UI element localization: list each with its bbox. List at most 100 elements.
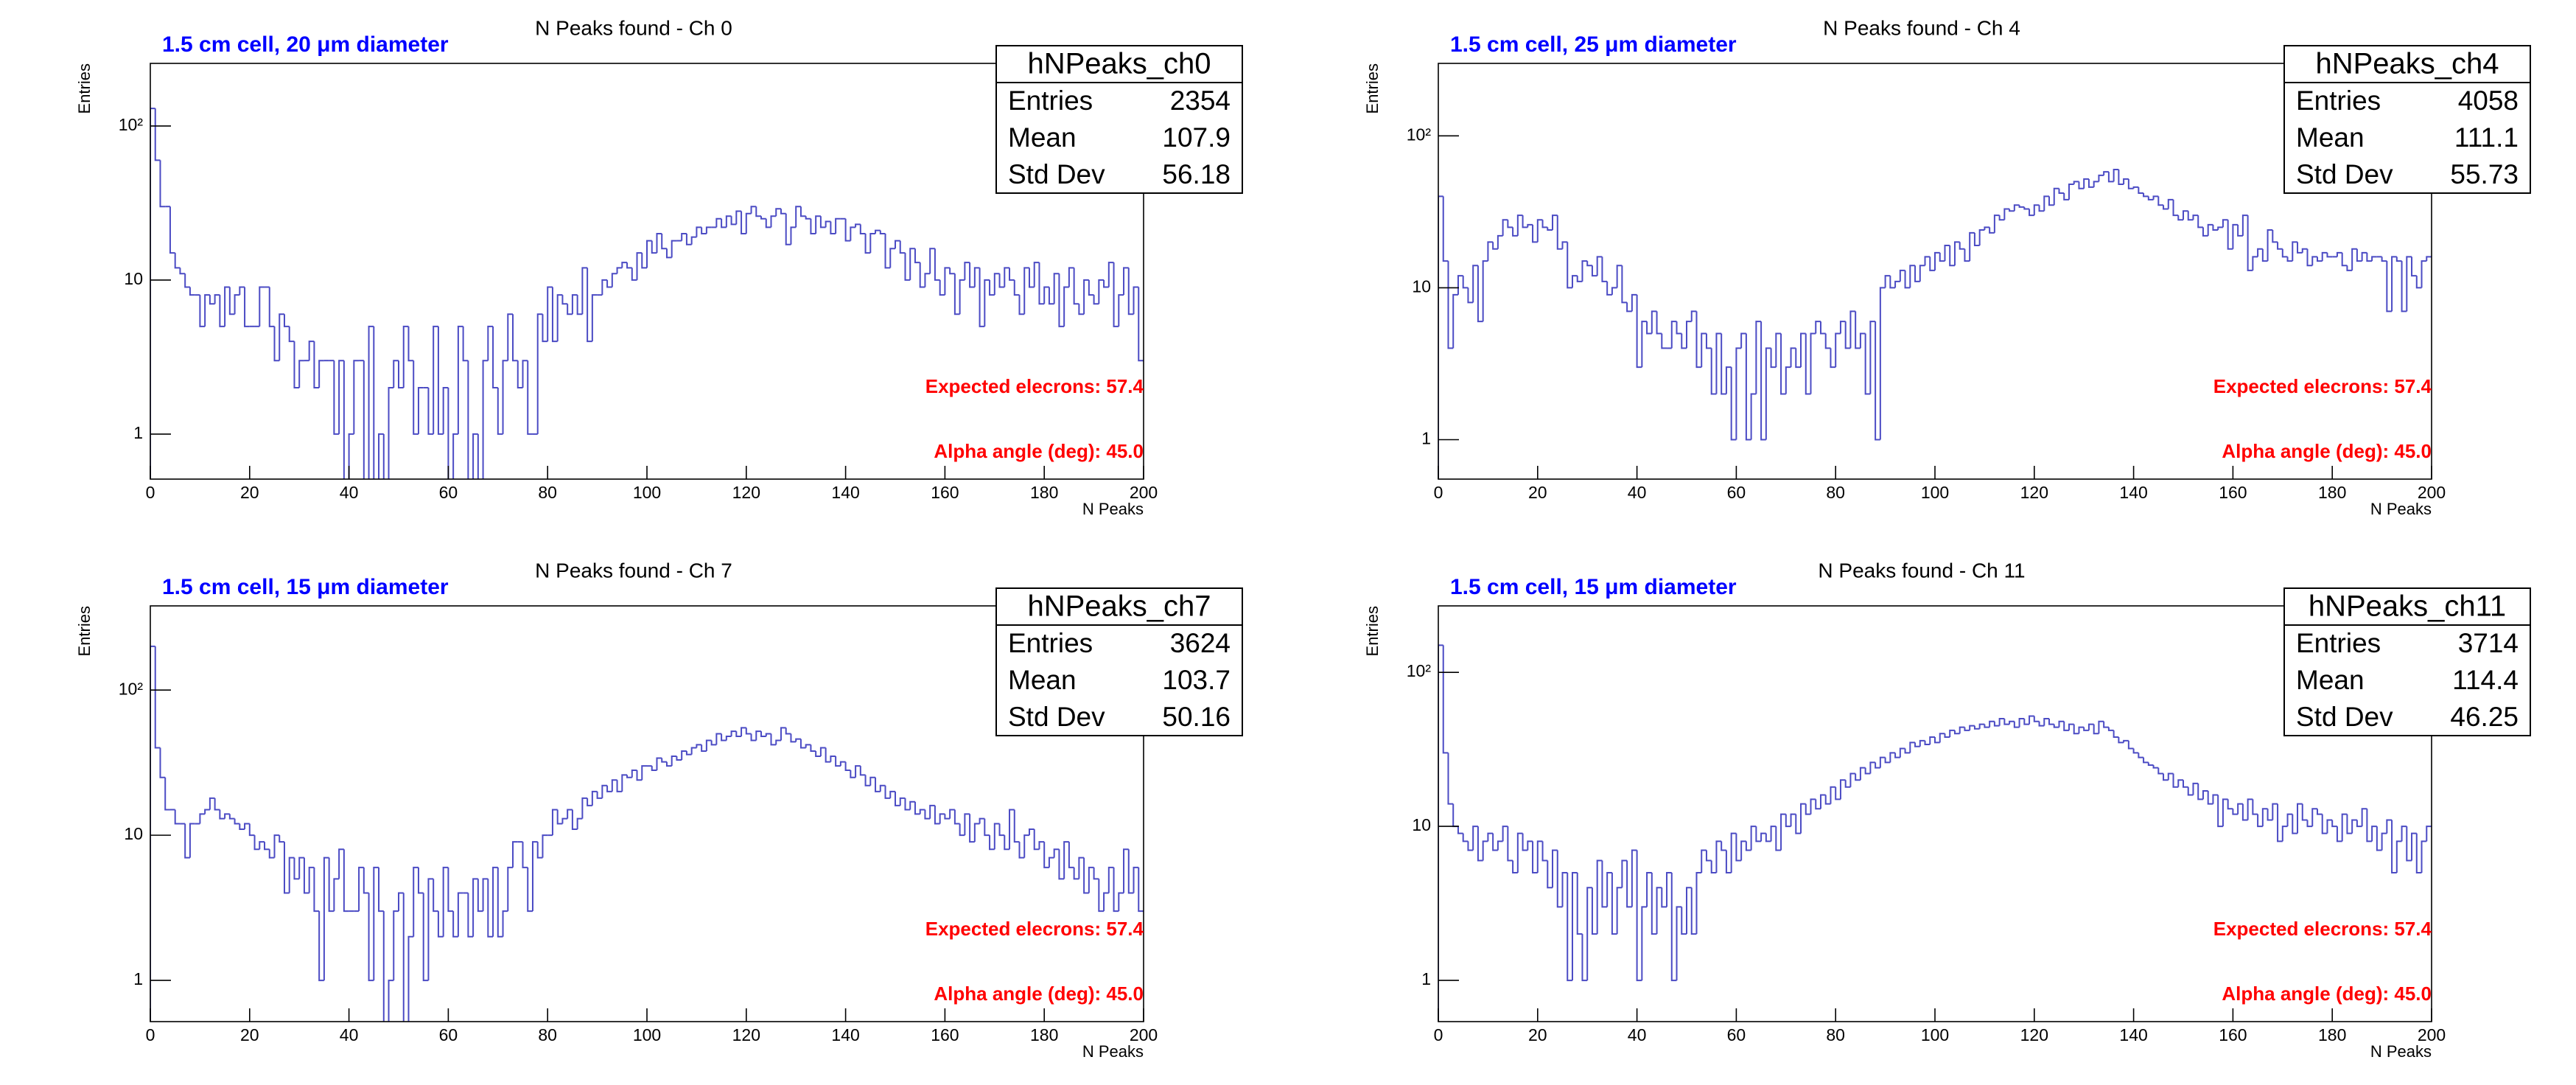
histogram-bin bbox=[929, 248, 935, 274]
histogram-bin bbox=[681, 750, 687, 761]
histogram-bin bbox=[1023, 834, 1029, 858]
x-tick-label: 200 bbox=[1130, 483, 1158, 502]
histogram-bin bbox=[1023, 267, 1029, 315]
histogram-bin bbox=[1740, 332, 1746, 349]
x-tick-label: 20 bbox=[240, 483, 259, 502]
histogram-bin bbox=[2326, 252, 2333, 258]
histogram-bin bbox=[859, 224, 866, 235]
histogram-bin bbox=[1009, 268, 1015, 281]
histogram-bin bbox=[1641, 906, 1648, 981]
histogram-bin bbox=[2361, 808, 2367, 827]
histogram-bin bbox=[2267, 809, 2273, 821]
histogram-bin bbox=[174, 809, 181, 825]
x-tick-label: 40 bbox=[1628, 1025, 1647, 1044]
histogram-bin bbox=[1088, 279, 1094, 296]
histogram-bin bbox=[2297, 242, 2303, 254]
histogram-bin bbox=[661, 234, 667, 250]
annotation: Expected elecrons: 57.4 bbox=[925, 375, 1144, 397]
histogram-bin bbox=[2068, 184, 2074, 200]
stats-value: 3714 bbox=[2458, 628, 2519, 658]
histogram-bin bbox=[407, 935, 414, 1022]
histogram-bin bbox=[875, 229, 881, 234]
stats-value: 55.73 bbox=[2450, 159, 2519, 189]
histogram-bin bbox=[1507, 220, 1513, 228]
histogram-bin bbox=[819, 747, 826, 756]
histogram-bin bbox=[998, 823, 1005, 837]
histogram-bin bbox=[621, 262, 628, 268]
x-tick-label: 180 bbox=[2318, 483, 2346, 502]
histogram-bin bbox=[2183, 780, 2188, 788]
y-tick-label: 1 bbox=[1421, 429, 1431, 448]
histogram-bin bbox=[179, 268, 186, 275]
histogram-bin bbox=[685, 234, 692, 245]
histogram-bin bbox=[606, 785, 612, 792]
histogram-bin bbox=[805, 744, 811, 748]
histogram-bin bbox=[283, 842, 290, 894]
histogram-bin bbox=[2157, 196, 2164, 206]
histogram-bin bbox=[2043, 195, 2050, 212]
histogram-bin bbox=[1790, 347, 1796, 368]
histogram-bin bbox=[492, 866, 498, 937]
histogram-bin bbox=[1686, 887, 1692, 935]
histogram-bin bbox=[1730, 367, 1737, 441]
histogram bbox=[1438, 169, 2432, 479]
histogram-bin bbox=[1875, 321, 1880, 441]
histogram-bin bbox=[1745, 333, 1751, 441]
histogram-bin bbox=[1107, 866, 1114, 893]
stats-value: 114.4 bbox=[2452, 665, 2519, 695]
histogram-bin bbox=[1107, 262, 1114, 287]
histogram-bin bbox=[2212, 224, 2219, 231]
histogram-bin bbox=[2267, 229, 2273, 262]
histogram-bin bbox=[2023, 719, 2030, 725]
histogram-bin bbox=[2237, 224, 2243, 237]
histogram-bin bbox=[879, 230, 886, 235]
y-tick-label: 10² bbox=[1407, 661, 1432, 680]
histogram-bin bbox=[2341, 813, 2348, 842]
histogram-bin bbox=[382, 911, 385, 1022]
histogram-bin bbox=[2247, 215, 2253, 271]
histogram-bin bbox=[875, 777, 881, 792]
histogram-bin bbox=[2138, 753, 2144, 758]
histogram-bin bbox=[2197, 783, 2203, 800]
stats-label: Mean bbox=[2296, 122, 2365, 153]
histogram-bin bbox=[1830, 348, 1836, 369]
histogram-bin bbox=[373, 326, 375, 479]
histogram-bin bbox=[1127, 268, 1134, 315]
histogram-bin bbox=[1512, 860, 1518, 874]
histogram-bin bbox=[690, 747, 697, 755]
histogram-bin bbox=[447, 387, 449, 479]
histogram-bin bbox=[298, 360, 304, 388]
histogram-bin bbox=[1033, 828, 1040, 851]
histogram-bin bbox=[1561, 872, 1568, 907]
histogram-bin bbox=[2281, 248, 2288, 258]
histogram-bin bbox=[1681, 907, 1687, 935]
histogram-bin bbox=[184, 273, 190, 288]
histogram-bin bbox=[1939, 733, 1945, 743]
histogram-bin bbox=[442, 866, 449, 937]
histogram-bin bbox=[1043, 842, 1049, 868]
histogram-bin bbox=[293, 857, 300, 880]
histogram-bin bbox=[542, 834, 548, 858]
stats-label: Std Dev bbox=[1008, 702, 1105, 732]
x-tick-label: 140 bbox=[831, 1025, 859, 1044]
stats-label: Std Dev bbox=[2296, 702, 2393, 732]
histogram-bin bbox=[1492, 242, 1498, 250]
histogram-bin bbox=[1835, 332, 1841, 368]
histogram-bin bbox=[1740, 840, 1746, 861]
histogram-bin bbox=[283, 314, 290, 327]
histogram-bin bbox=[919, 262, 925, 288]
histogram-bin bbox=[1043, 286, 1049, 304]
histogram-bin bbox=[2341, 252, 2348, 267]
histogram-bin bbox=[2003, 208, 2010, 220]
histogram-bin bbox=[1073, 268, 1079, 305]
histogram-bin bbox=[1666, 872, 1672, 907]
annotation: Expected elecrons: 57.4 bbox=[2213, 918, 2432, 940]
y-tick-label: 1 bbox=[133, 423, 143, 442]
histogram-bin bbox=[482, 878, 489, 912]
histogram-bin bbox=[2241, 803, 2248, 821]
histogram-bin bbox=[760, 216, 766, 220]
histogram-bin bbox=[899, 797, 906, 806]
histogram-bin bbox=[1532, 224, 1538, 243]
histogram-bin bbox=[1670, 873, 1677, 982]
histogram-bin bbox=[989, 835, 995, 851]
